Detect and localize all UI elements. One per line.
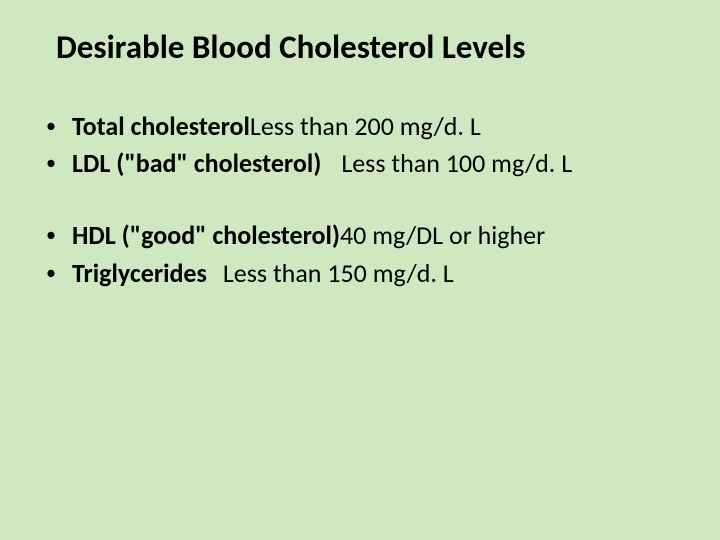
item-label: Triglycerides: [72, 257, 207, 289]
list-item: Triglycerides Less than 150 mg/d. L: [32, 255, 688, 293]
item-label: LDL ("bad" cholesterol): [72, 147, 321, 179]
list-item: Total cholesterolLess than 200 mg/d. L: [32, 108, 688, 146]
bullet-group-1: Total cholesterolLess than 200 mg/d. L L…: [32, 108, 688, 183]
item-value: Less than 150 mg/d. L: [223, 257, 454, 289]
slide-title: Desirable Blood Cholesterol Levels: [56, 28, 688, 68]
item-value: Less than 100 mg/d. L: [341, 147, 572, 179]
list-item: HDL ("good" cholesterol)40 mg/DL or high…: [32, 217, 688, 255]
item-label: Total cholesterol: [72, 110, 250, 142]
slide: Desirable Blood Cholesterol Levels Total…: [0, 0, 720, 540]
bullet-group-2: HDL ("good" cholesterol)40 mg/DL or high…: [32, 217, 688, 292]
item-value: Less than 200 mg/d. L: [250, 110, 481, 142]
item-label: HDL ("good" cholesterol): [72, 219, 340, 251]
list-item: LDL ("bad" cholesterol) Less than 100 mg/…: [32, 145, 688, 183]
item-value: 40 mg/DL or higher: [340, 219, 545, 251]
